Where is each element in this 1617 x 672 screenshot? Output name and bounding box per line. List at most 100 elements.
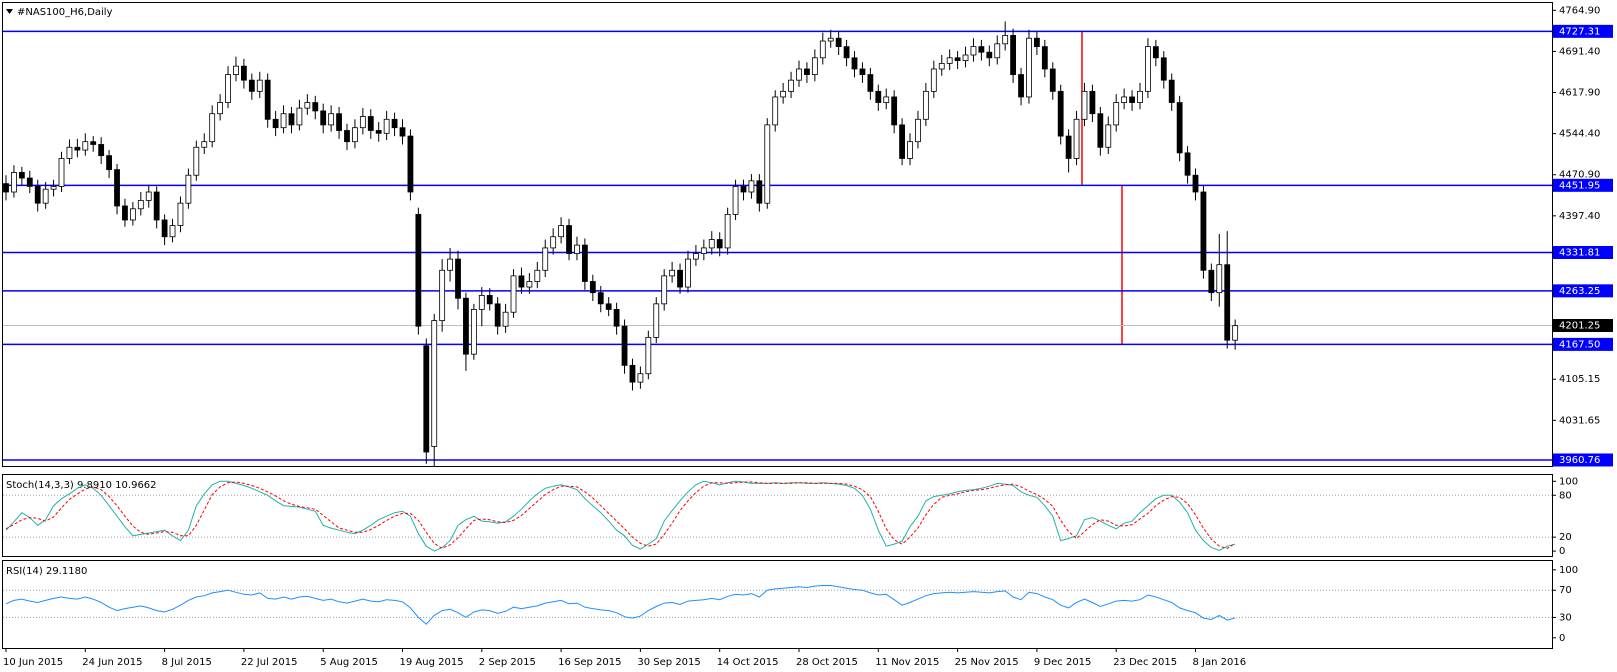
x-tick-label: 8 Jan 2016	[1193, 657, 1247, 668]
candle-body	[693, 253, 699, 260]
candle-body	[502, 311, 509, 327]
candle-body	[280, 113, 287, 129]
candle-body	[954, 57, 961, 61]
candle-body	[106, 155, 112, 171]
candle-body	[3, 183, 9, 193]
candle-body	[399, 127, 406, 137]
candle-body	[930, 68, 937, 92]
x-tick-label: 16 Sep 2015	[558, 657, 621, 668]
candle-body	[677, 269, 683, 288]
x-tick-label: 23 Dec 2015	[1113, 657, 1177, 668]
candle-body	[463, 297, 469, 355]
candle-body	[153, 191, 160, 221]
candle-body	[288, 113, 295, 126]
candle-body	[542, 247, 549, 271]
y-tick-label: 4470.90	[1559, 170, 1600, 181]
x-tick-label: 9 Dec 2015	[1034, 657, 1092, 668]
candle-body	[835, 37, 842, 48]
level-label-bg	[1553, 245, 1613, 259]
level-label: 4263.25	[1559, 286, 1600, 297]
level-label: 4331.81	[1559, 247, 1600, 258]
candle-body	[1168, 79, 1175, 103]
candle-body	[177, 202, 184, 226]
candle-body	[938, 62, 945, 70]
candle-body	[605, 303, 612, 310]
indicator-line	[5, 480, 1236, 552]
candle-body	[145, 191, 152, 201]
level-label-bg	[1553, 24, 1613, 38]
candle-body	[352, 127, 358, 143]
candle-body	[1137, 90, 1143, 103]
candle-body	[1160, 57, 1167, 81]
candle-body	[328, 113, 335, 126]
candle-body	[994, 43, 1001, 59]
candle-body	[383, 118, 390, 134]
candle-body	[1097, 113, 1104, 148]
candle-body	[391, 118, 398, 129]
candle-body	[431, 320, 438, 447]
y-tick-label: 4764.90	[1559, 5, 1600, 16]
candle-body	[1113, 102, 1120, 126]
x-tick-label: 22 Jul 2015	[241, 657, 298, 668]
candle-body	[304, 102, 311, 109]
menu-arrow[interactable]	[6, 9, 13, 14]
candle-body	[748, 180, 755, 193]
candle-body	[1121, 96, 1128, 103]
candle-body	[510, 275, 517, 313]
candle-body	[169, 225, 176, 238]
candle-body	[74, 146, 81, 151]
candle-body	[1065, 135, 1072, 159]
rsi-title: RSI(14) 29.1180	[6, 566, 87, 577]
y-tick-label: 4544.40	[1559, 129, 1600, 140]
candle-body	[669, 269, 676, 277]
candle-body	[764, 124, 771, 204]
candle-body	[637, 373, 644, 383]
y-tick-label: 100	[1559, 565, 1578, 576]
candle-body	[367, 116, 374, 131]
candle-body	[581, 244, 588, 282]
candle-body	[1232, 325, 1239, 341]
y-tick-label: 4691.40	[1559, 46, 1600, 57]
price-label-bg	[1553, 319, 1613, 333]
candle-body	[90, 141, 97, 145]
candle-body	[320, 110, 327, 126]
candle-body	[42, 188, 49, 204]
candle-body	[114, 169, 120, 207]
candle-body	[788, 79, 794, 92]
candle-body	[851, 57, 858, 70]
x-tick-label: 24 Jun 2015	[82, 657, 142, 668]
candle-body	[447, 258, 453, 271]
candle-body	[732, 186, 739, 215]
rsi-panel	[2, 560, 1553, 649]
candle-body	[859, 68, 866, 75]
candle-body	[1208, 269, 1215, 294]
candle-body	[780, 90, 787, 98]
level-label-bg	[1553, 284, 1613, 298]
candle-body	[946, 57, 953, 64]
candle-body	[1145, 46, 1151, 92]
candle-body	[494, 303, 501, 327]
candle-body	[407, 135, 414, 193]
price-label: 4201.25	[1559, 321, 1600, 332]
stoch-panel	[2, 474, 1553, 557]
candle-body	[478, 295, 485, 310]
candle-body	[1002, 35, 1009, 45]
candle-body	[962, 54, 969, 61]
candle-body	[82, 141, 89, 151]
candle-body	[843, 46, 850, 59]
candle-body	[716, 239, 723, 249]
x-tick-label: 28 Oct 2015	[796, 657, 858, 668]
candle-body	[978, 46, 985, 53]
indicator-line	[5, 481, 1236, 549]
candle-body	[970, 46, 977, 56]
candle-body	[11, 172, 17, 193]
candle-body	[1081, 90, 1088, 120]
candle-body	[296, 107, 303, 126]
y-tick-label: 20	[1559, 532, 1572, 543]
stoch-title: Stoch(14,3,3) 9.8910 10.9662	[6, 480, 157, 491]
candle-body	[217, 102, 224, 115]
candle-body	[423, 345, 430, 453]
level-label-bg	[1553, 453, 1613, 467]
x-tick-label: 14 Oct 2015	[717, 657, 779, 668]
